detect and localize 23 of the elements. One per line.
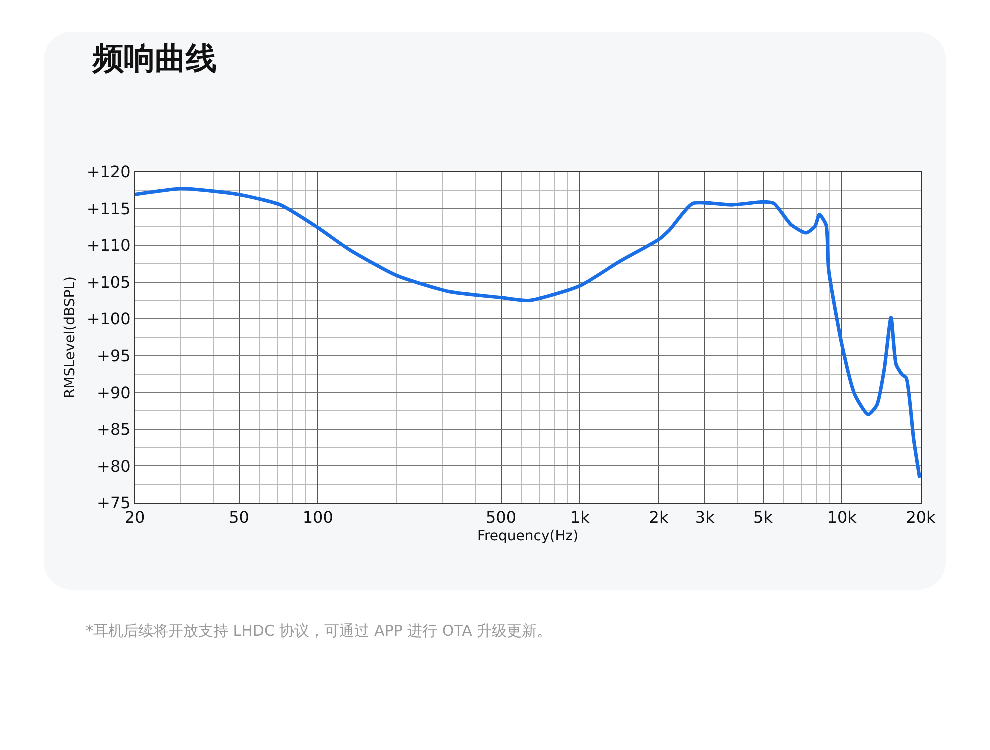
x-tick-label: 2k <box>649 508 670 528</box>
y-tick-label: +110 <box>86 236 131 256</box>
x-axis-title: Frequency(Hz) <box>477 528 579 544</box>
y-tick-label: +115 <box>86 199 131 218</box>
y-tick-label: +85 <box>97 420 131 440</box>
y-tick-label: +90 <box>97 383 131 402</box>
y-tick-label: +105 <box>86 272 131 292</box>
y-tick-label: +120 <box>86 162 131 182</box>
text: *耳机后续将开放支持 LHDC 协议，可通过 APP 进行 OTA 升级更新。 <box>86 622 552 640</box>
x-tick-label: 3k <box>695 508 716 528</box>
y-axis-title: RMSLevel(dBSPL) <box>62 276 78 398</box>
chart-title: 频响曲线 <box>92 41 217 77</box>
x-tick-label: 20 <box>124 508 146 528</box>
x-tick-label: 100 <box>302 508 334 528</box>
x-tick-label: 20k <box>906 508 937 528</box>
y-tick-label: +80 <box>97 456 131 476</box>
x-tick-label: 50 <box>229 508 250 528</box>
x-tick-label: 10k <box>827 508 858 528</box>
x-tick-label: 500 <box>486 508 517 528</box>
x-tick-label: 5k <box>754 508 774 528</box>
y-tick-label: +100 <box>86 310 131 329</box>
x-tick-label: 1k <box>570 508 591 528</box>
y-tick-label: +95 <box>97 346 131 366</box>
